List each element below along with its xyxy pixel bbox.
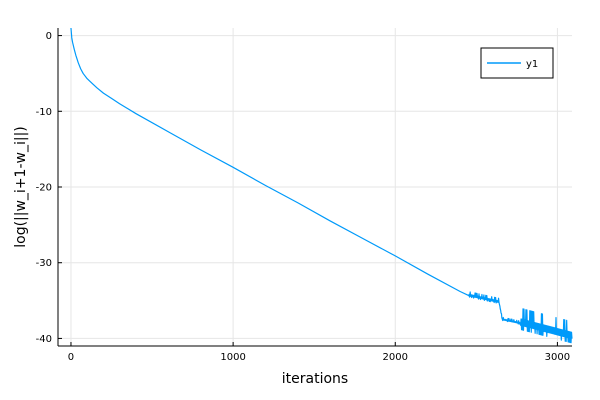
y-tick-label: -30 xyxy=(36,258,52,269)
y-tick-label: -20 xyxy=(36,183,52,194)
tick-labels: 0 1000 2000 3000 0 -10 -20 -30 -40 xyxy=(36,31,570,363)
series-layer xyxy=(70,27,573,344)
legend-label-y1: y1 xyxy=(526,59,538,70)
grid xyxy=(58,28,572,346)
y-tick-label: -40 xyxy=(36,334,52,345)
y-tick-label: -10 xyxy=(36,107,52,118)
x-tick-label: 1000 xyxy=(220,352,245,363)
y-tick-label: 0 xyxy=(46,31,52,42)
series-line-y1 xyxy=(70,27,573,344)
y-axis-title: log(||w_i+1-w_i||) xyxy=(13,126,29,248)
x-tick-label: 3000 xyxy=(545,352,570,363)
x-tick-label: 0 xyxy=(68,352,74,363)
legend: y1 xyxy=(480,47,554,79)
x-axis-title: iterations xyxy=(282,371,348,387)
x-tick-label: 2000 xyxy=(383,352,408,363)
